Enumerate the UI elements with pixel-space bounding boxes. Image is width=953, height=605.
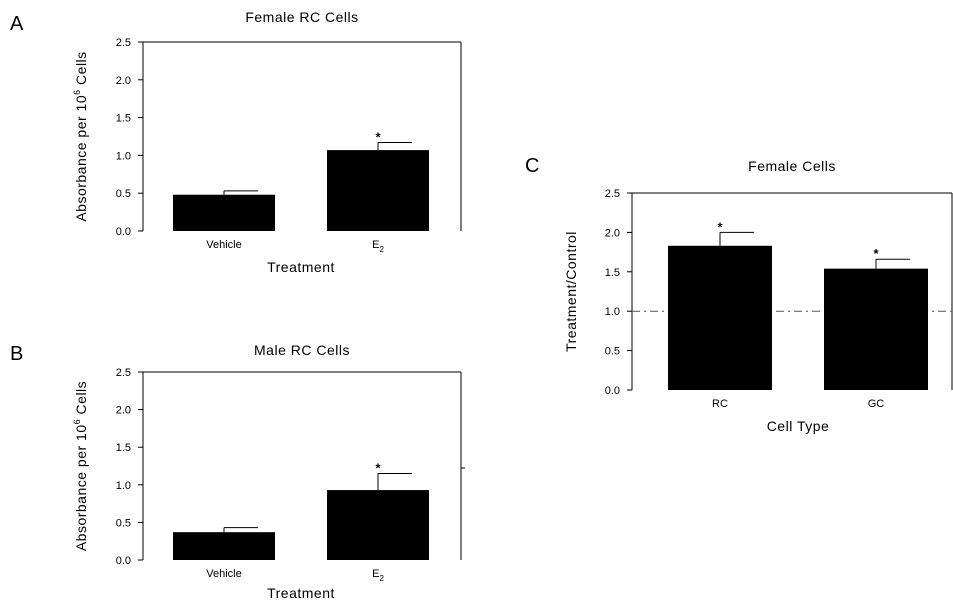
bar-a bbox=[173, 194, 275, 231]
bar-a bbox=[327, 150, 429, 231]
y-tick-label-b: 2.5 bbox=[116, 367, 131, 379]
significance-marker-c: * bbox=[717, 219, 723, 234]
x-tick-label-a: E2 bbox=[372, 239, 384, 254]
y-tick-label-c: 2.5 bbox=[605, 188, 620, 200]
x-tick-subscript-b: 2 bbox=[379, 574, 384, 583]
x-tick-label-a: Vehicle bbox=[206, 239, 241, 251]
y-axis-title-c: Treatment/Control bbox=[563, 231, 579, 352]
y-tick-label-a: 2.5 bbox=[116, 37, 131, 49]
y-axis-title-a: Absorbance per 106 Cells bbox=[72, 51, 89, 221]
chart-male-rc-cells: Male RC Cells 0.0 0.5 1.0 1.5 2.0 2.5 Vehicle * E… bbox=[72, 342, 465, 601]
x-tick-label-c: RC bbox=[712, 398, 728, 410]
chart-title-c: Female Cells bbox=[748, 158, 836, 174]
x-tick-label-b: E2 bbox=[372, 568, 384, 583]
y-tick-label-c: 0.5 bbox=[605, 346, 620, 358]
panel-label-c: C bbox=[525, 155, 539, 177]
chart-female-rc-cells: Female RC Cells 0.0 0.5 1.0 1.5 2.0 2.5 Vehicle… bbox=[72, 9, 462, 275]
y-tick-label-c: 0.0 bbox=[605, 385, 620, 397]
x-axis-title-b: Treatment bbox=[267, 585, 335, 601]
y-tick-label-b: 0.5 bbox=[116, 517, 131, 529]
y-tick-label-b: 2.0 bbox=[116, 405, 131, 417]
y-tick-label-a: 0.5 bbox=[116, 188, 131, 200]
panel-label-b: B bbox=[10, 343, 23, 365]
bar-c bbox=[668, 245, 772, 390]
y-tick-label-c: 1.0 bbox=[605, 306, 620, 318]
x-axis-title-c: Cell Type bbox=[767, 418, 830, 434]
significance-marker-c: * bbox=[873, 246, 879, 261]
chart-title-b: Male RC Cells bbox=[254, 342, 350, 358]
x-tick-label-c: GC bbox=[868, 398, 885, 410]
chart-title-a: Female RC Cells bbox=[245, 9, 358, 25]
bar-b bbox=[173, 532, 275, 560]
x-tick-label-b: Vehicle bbox=[206, 568, 241, 580]
y-tick-label-b: 0.0 bbox=[116, 555, 131, 567]
significance-marker-a: * bbox=[375, 130, 381, 145]
y-tick-label-c: 2.0 bbox=[605, 227, 620, 239]
x-tick-subscript-a: 2 bbox=[379, 245, 384, 254]
panel-label-a: A bbox=[10, 13, 24, 35]
y-tick-label-c: 1.5 bbox=[605, 267, 620, 279]
y-tick-label-b: 1.5 bbox=[116, 442, 131, 454]
chart-female-cells: Female Cells 0.0 0.5 1.0 1.5 2.0 2.5 * RC * GC Cell… bbox=[563, 158, 953, 434]
bar-b bbox=[327, 490, 429, 560]
y-tick-label-a: 1.5 bbox=[116, 113, 131, 125]
y-tick-label-a: 2.0 bbox=[116, 75, 131, 87]
x-axis-title-a: Treatment bbox=[267, 259, 335, 275]
y-axis-title-b: Absorbance per 106 Cells bbox=[72, 381, 89, 551]
y-tick-label-b: 1.0 bbox=[116, 480, 131, 492]
y-tick-label-a: 0.0 bbox=[116, 226, 131, 238]
y-tick-label-a: 1.0 bbox=[116, 150, 131, 162]
bar-c bbox=[824, 268, 928, 390]
significance-marker-b: * bbox=[375, 461, 381, 476]
